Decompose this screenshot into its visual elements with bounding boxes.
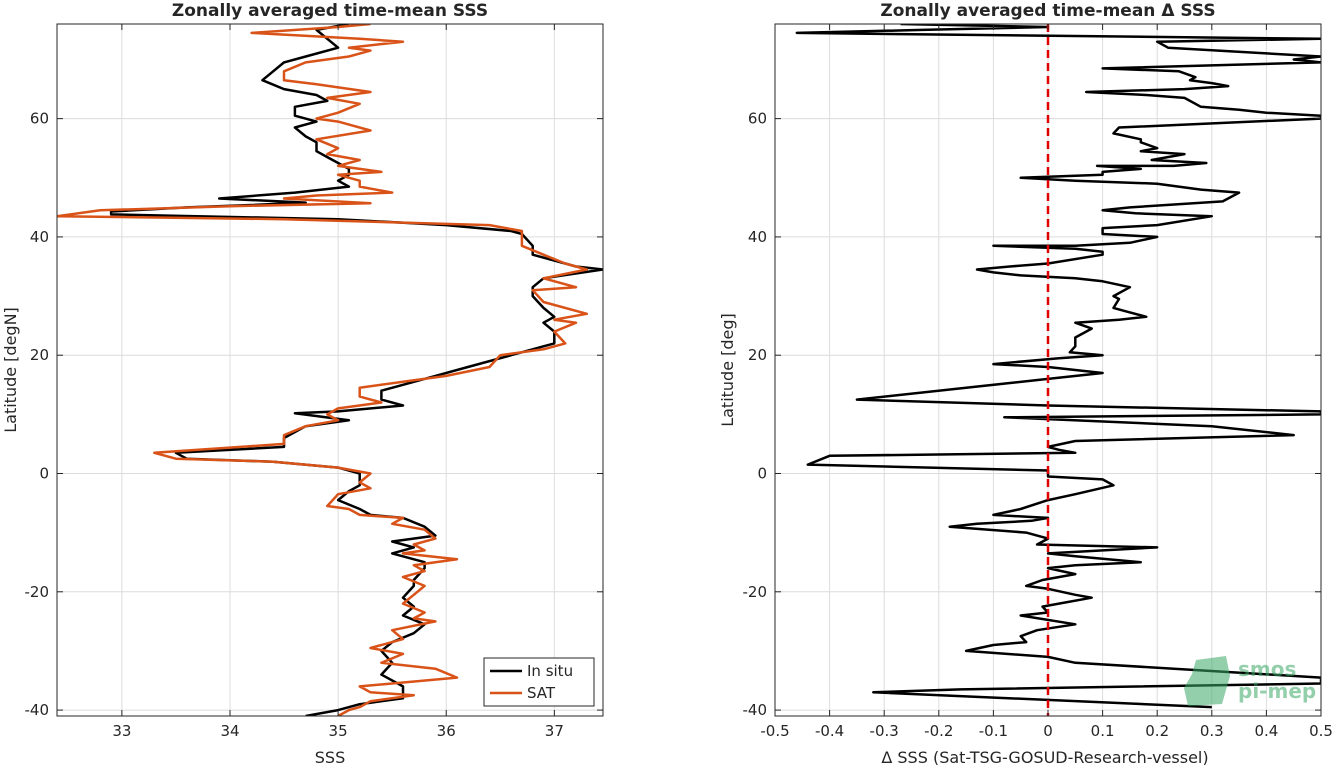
logo-text-line-2: pi-mep bbox=[1238, 679, 1316, 703]
right-chart: Zonally averaged time-mean Δ SSS -0.5 -0.… bbox=[718, 1, 1333, 765]
right-x-tick-label: 0.3 bbox=[1200, 722, 1224, 740]
right-x-tick-label: 0.1 bbox=[1091, 722, 1115, 740]
right-x-tick-label: 0.2 bbox=[1145, 722, 1169, 740]
right-y-tick-label: 20 bbox=[748, 346, 767, 364]
left-chart-title: Zonally averaged time-mean SSS bbox=[172, 1, 488, 21]
right-chart-title: Zonally averaged time-mean Δ SSS bbox=[880, 1, 1215, 21]
right-x-tick-label: -0.2 bbox=[924, 722, 953, 740]
left-x-tick-label: 35 bbox=[329, 722, 348, 740]
left-x-tick-label: 37 bbox=[545, 722, 564, 740]
right-x-tick-label: -0.3 bbox=[870, 722, 899, 740]
right-x-tick-label: 0 bbox=[1043, 722, 1053, 740]
right-y-axis-label: Latitude [deg] bbox=[718, 313, 737, 427]
left-plot-area bbox=[57, 24, 603, 716]
left-plot-frame bbox=[56, 23, 604, 717]
left-x-axis-label: SSS bbox=[315, 748, 345, 765]
right-y-tick-label: -20 bbox=[743, 583, 768, 601]
left-y-axis-label: Latitude [degN] bbox=[1, 307, 20, 433]
right-ticks: -0.5 -0.4 -0.3 -0.2 -0.1 0 0.1 0.2 0.3 0.4 0.5 -40 -… bbox=[743, 24, 1333, 740]
right-x-tick-label: -0.5 bbox=[760, 722, 789, 740]
smos-pimep-logo: smos pi-mep bbox=[1184, 656, 1316, 706]
left-chart: Zonally averaged time-mean SSS 33 34 35 36 3… bbox=[1, 1, 604, 765]
right-y-tick-label: -40 bbox=[743, 701, 768, 719]
right-y-tick-label: 40 bbox=[748, 228, 767, 246]
left-grid bbox=[57, 24, 603, 716]
left-ticks: 33 34 35 36 37 -40 -20 0 20 40 60 bbox=[25, 24, 603, 740]
legend-sat-label: SAT bbox=[527, 684, 556, 702]
right-x-axis-label: Δ SSS (Sat-TSG-GOSUD-Research-vessel) bbox=[881, 748, 1208, 765]
legend: In situ SAT bbox=[483, 657, 595, 707]
left-lines bbox=[57, 24, 603, 716]
logo-text-line-1: smos bbox=[1238, 657, 1296, 681]
left-y-tick-label: 0 bbox=[39, 465, 49, 483]
right-lines bbox=[795, 24, 1321, 709]
left-y-tick-label: 40 bbox=[30, 228, 49, 246]
left-y-tick-label: 20 bbox=[30, 346, 49, 364]
right-x-tick-label: -0.1 bbox=[979, 722, 1008, 740]
left-y-tick-label: -40 bbox=[25, 701, 50, 719]
left-x-tick-label: 34 bbox=[220, 722, 239, 740]
left-y-tick-label: 60 bbox=[30, 110, 49, 128]
right-x-tick-label: 0.5 bbox=[1309, 722, 1333, 740]
legend-insitu-label: In situ bbox=[527, 662, 573, 680]
left-series-line-1 bbox=[57, 24, 589, 716]
right-series-line-0 bbox=[795, 24, 1321, 709]
left-y-tick-label: -20 bbox=[25, 583, 50, 601]
right-y-tick-label: 0 bbox=[757, 465, 767, 483]
right-x-tick-label: 0.4 bbox=[1254, 722, 1278, 740]
right-y-tick-label: 60 bbox=[748, 110, 767, 128]
legend-box bbox=[483, 657, 595, 707]
left-x-tick-label: 33 bbox=[112, 722, 131, 740]
right-x-tick-label: -0.4 bbox=[815, 722, 844, 740]
logo-shape bbox=[1184, 656, 1230, 706]
left-x-tick-label: 36 bbox=[437, 722, 456, 740]
